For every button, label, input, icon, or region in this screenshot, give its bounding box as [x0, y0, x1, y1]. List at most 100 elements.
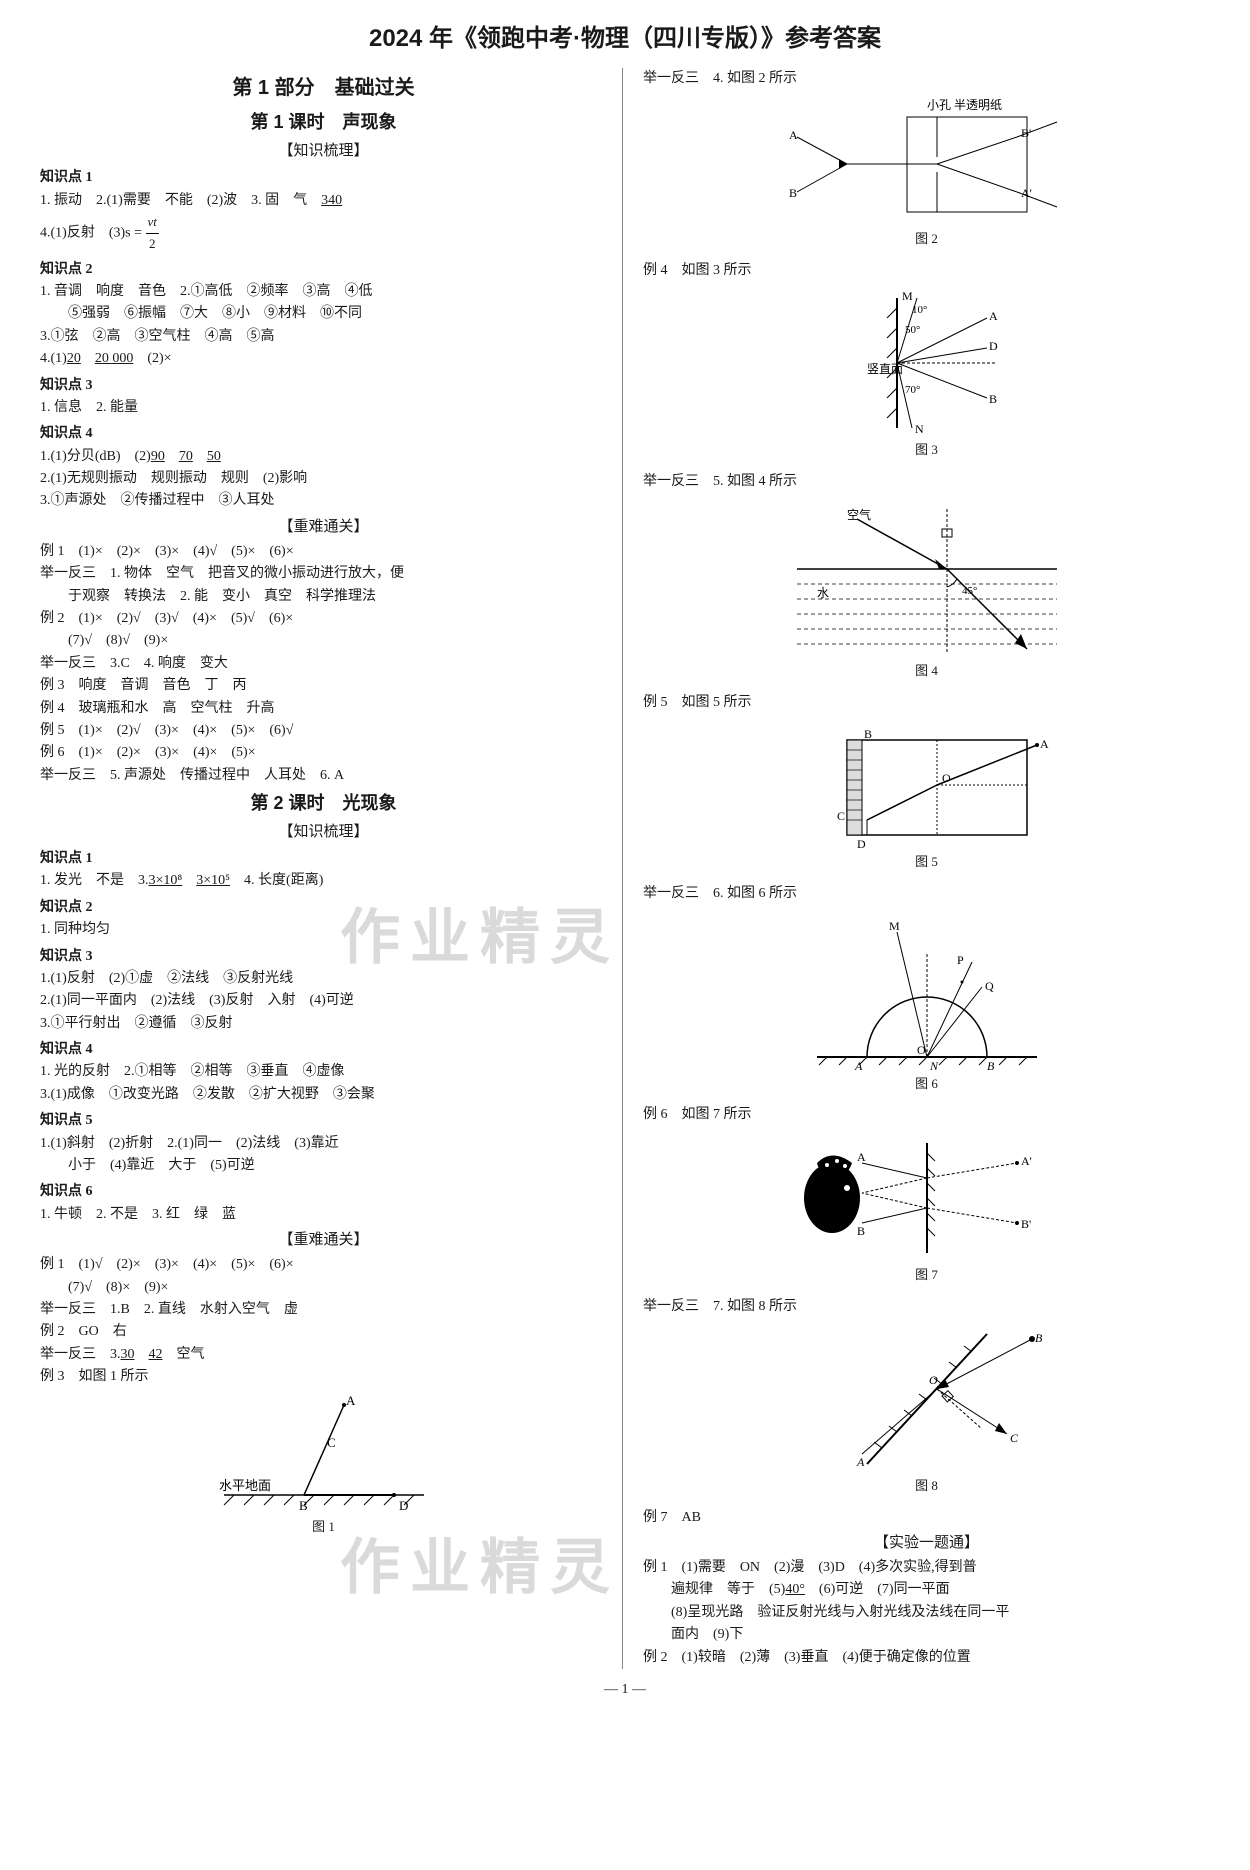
text-line: 例 1 (1)需要 ON (2)漫 (3)D (4)多次实验,得到普 [643, 1557, 1210, 1579]
text-line: 3.①声源处 ②传播过程中 ③人耳处 [40, 490, 607, 512]
text-line: 例 5 (1)× (2)√ (3)× (4)× (5)× (6)√ [40, 720, 607, 742]
text-line: 例 7 AB [643, 1507, 1210, 1529]
kp4-label: 知识点 4 [40, 423, 607, 445]
fig6-svg: M P Q O A N B [807, 912, 1047, 1072]
text-line: (7)√ (8)× (9)× [40, 1277, 607, 1299]
page: 2024 年《领跑中考·物理（四川专版）》参考答案 第 1 部分 基础过关 第 … [40, 20, 1210, 1701]
text-line: 1. 光的反射 2.①相等 ②相等 ③垂直 ④虚像 [40, 1061, 607, 1083]
text-line: 例 1 (1)× (2)× (3)× (4)√ (5)× (6)× [40, 541, 607, 563]
svg-text:B': B' [1021, 126, 1031, 140]
right-column: 举一反三 4. 如图 2 所示 小孔 半透明纸 A B B' A' 图 2 例 … [643, 68, 1210, 1669]
fig-label: 图 3 [915, 440, 938, 461]
svg-text:A: A [1040, 737, 1049, 751]
text-line: 3.①平行射出 ②遵循 ③反射 [40, 1013, 607, 1035]
svg-text:C: C [837, 809, 845, 823]
svg-text:70°: 70° [905, 384, 920, 396]
svg-text:A: A [856, 1455, 865, 1469]
svg-text:B: B [864, 727, 872, 741]
svg-text:C: C [1010, 1431, 1019, 1445]
text-line: 例 2 GO 右 [40, 1321, 607, 1343]
svg-text:50°: 50° [905, 324, 920, 336]
text-line: 例 3 响度 音调 音色 丁 丙 [40, 675, 607, 697]
text-line: 举一反三 3.C 4. 响度 变大 [40, 653, 607, 675]
text-line: 举一反三 1. 物体 空气 把音叉的微小振动进行放大，便 [40, 563, 607, 585]
page-title: 2024 年《领跑中考·物理（四川专版）》参考答案 [40, 20, 1210, 58]
svg-text:B: B [299, 1498, 308, 1513]
kp-label: 知识点 5 [40, 1110, 607, 1132]
kp-label: 知识点 6 [40, 1181, 607, 1203]
svg-text:A: A [854, 1059, 863, 1072]
figure-8: A B C O 图 8 [643, 1324, 1210, 1497]
svg-text:B: B [989, 392, 997, 406]
kp2-label: 知识点 2 [40, 259, 607, 281]
fig-label: 图 7 [915, 1265, 938, 1286]
fig2-svg: 小孔 半透明纸 A B B' A' [787, 97, 1067, 227]
svg-text:水: 水 [817, 586, 829, 600]
text-line: 1. 信息 2. 能量 [40, 397, 607, 419]
text-line: 1. 音调 响度 音色 2.①高低 ②频率 ③高 ④低 [40, 281, 607, 303]
svg-text:B: B [857, 1224, 865, 1238]
text-line: 例 4 玻璃瓶和水 高 空气柱 升高 [40, 698, 607, 720]
text-line: 1. 牛顿 2. 不是 3. 红 绿 蓝 [40, 1204, 607, 1226]
page-number: — 1 — [40, 1679, 1210, 1701]
fig-label: 图 1 [312, 1517, 335, 1538]
svg-text:P: P [957, 953, 964, 967]
svg-text:O: O [917, 1043, 926, 1057]
svg-text:A: A [989, 309, 998, 323]
text-line: 举一反三 5. 如图 4 所示 [643, 471, 1210, 493]
section-heading: 第 1 部分 基础过关 [40, 72, 607, 104]
text-line: 3.(1)成像 ①改变光路 ②发散 ②扩大视野 ③会聚 [40, 1084, 607, 1106]
fig3-svg: M A D B N 10° 50° 70° 竖直面 [817, 288, 1037, 438]
svg-text:小孔 半透明纸: 小孔 半透明纸 [927, 98, 1002, 112]
figure-4: 空气 水 45° 图 4 [643, 499, 1210, 682]
fig8-svg: A B C O [807, 1324, 1047, 1474]
text-line: 举一反三 3.30 42 空气 [40, 1344, 607, 1366]
kp3-label: 知识点 3 [40, 375, 607, 397]
figure-1: A B C D 水平地面 图 1 [40, 1395, 607, 1538]
svg-text:O: O [942, 771, 951, 785]
text-line: 例 5 如图 5 所示 [643, 692, 1210, 714]
fig-label: 图 2 [915, 229, 938, 250]
sub-heading: 【重难通关】 [40, 515, 607, 539]
svg-text:A: A [789, 128, 798, 142]
text-line: 例 2 (1)较暗 (2)薄 (3)垂直 (4)便于确定像的位置 [643, 1647, 1210, 1669]
sub-heading: 【知识梳理】 [40, 820, 607, 844]
text-line: 例 6 (1)× (2)× (3)× (4)× (5)× [40, 742, 607, 764]
text-line: 3.①弦 ②高 ③空气柱 ④高 ⑤高 [40, 326, 607, 348]
fraction: vt2 [146, 212, 159, 255]
svg-text:水平地面: 水平地面 [219, 1478, 271, 1493]
text-line: (8)呈现光路 验证反射光线与入射光线及法线在同一平 [643, 1602, 1210, 1624]
svg-text:C: C [327, 1435, 336, 1450]
left-column: 第 1 部分 基础过关 第 1 课时 声现象 【知识梳理】 知识点 1 1. 振… [40, 68, 623, 1669]
svg-text:45°: 45° [962, 585, 977, 597]
text-line: 举一反三 1.B 2. 直线 水射入空气 虚 [40, 1299, 607, 1321]
svg-text:D: D [989, 339, 998, 353]
text-line: (7)√ (8)√ (9)× [40, 630, 607, 652]
kp-label: 知识点 3 [40, 946, 607, 968]
kp-label: 知识点 4 [40, 1039, 607, 1061]
text-line: 1.(1)分贝(dB) (2)90 70 50 [40, 446, 607, 468]
text-line: 例 3 如图 1 所示 [40, 1366, 607, 1388]
text-line: 举一反三 6. 如图 6 所示 [643, 883, 1210, 905]
svg-text:A: A [857, 1150, 866, 1164]
sub-heading: 【实验一题通】 [643, 1531, 1210, 1555]
svg-text:B': B' [1021, 1217, 1031, 1231]
text-line: 1. 发光 不是 3.3×10⁸ 3×10⁵ 4. 长度(距离) [40, 870, 607, 892]
lesson-heading: 第 1 课时 声现象 [40, 108, 607, 137]
sub-heading: 【重难通关】 [40, 1228, 607, 1252]
svg-text:空气: 空气 [847, 507, 871, 522]
text-line: 2.(1)无规则振动 规则振动 规则 (2)影响 [40, 468, 607, 490]
text-line: ⑤强弱 ⑥振幅 ⑦大 ⑧小 ⑨材料 ⑩不同 [40, 303, 607, 325]
svg-text:N: N [929, 1059, 939, 1072]
lesson-heading: 第 2 课时 光现象 [40, 789, 607, 818]
text-line: 举一反三 5. 声源处 传播过程中 人耳处 6. A [40, 765, 607, 787]
sub-heading: 【知识梳理】 [40, 139, 607, 163]
svg-text:O: O [929, 1373, 938, 1387]
svg-text:A': A' [1021, 1154, 1032, 1168]
svg-text:B: B [987, 1059, 995, 1072]
fig1-svg: A B C D 水平地面 [214, 1395, 434, 1515]
text-line: 2.(1)同一平面内 (2)法线 (3)反射 入射 (4)可逆 [40, 990, 607, 1012]
text-line: 例 6 如图 7 所示 [643, 1104, 1210, 1126]
svg-text:竖直面: 竖直面 [867, 362, 903, 376]
fig-label: 图 6 [915, 1074, 938, 1095]
